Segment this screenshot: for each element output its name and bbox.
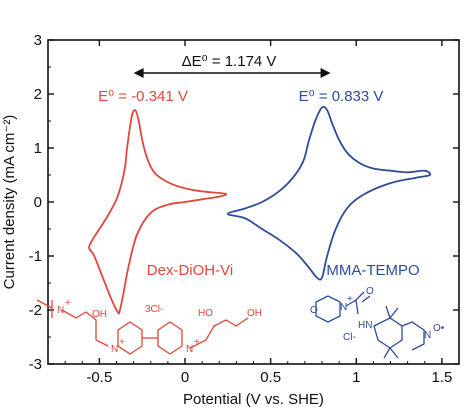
viologen-plus3: + <box>194 337 200 348</box>
x-tick-label: 0.5 <box>260 369 281 386</box>
viologen-plus1: + <box>65 298 71 309</box>
tempo-n2: N <box>424 330 431 341</box>
tempo-structure: O N + O HN Cl- N O• <box>310 286 445 359</box>
left-e0-label: E⁰ = -0.341 V <box>98 88 188 105</box>
viologen-plus2: + <box>119 337 125 348</box>
series-line-dex-dioh-vi <box>88 109 228 315</box>
viologen-n3: N <box>186 344 193 355</box>
series-line-mma-tempo <box>226 105 432 281</box>
x-tick-label: 0 <box>181 369 189 386</box>
y-tick-label: 2 <box>34 86 42 103</box>
delta-label: ΔE⁰ = 1.174 V <box>182 53 277 70</box>
x-tick-label: 1 <box>352 369 360 386</box>
y-tick-label: -1 <box>29 248 42 265</box>
tempo-o1: O <box>310 305 318 316</box>
y-tick-label: 1 <box>34 140 42 157</box>
y-tick-label: -2 <box>29 302 42 319</box>
x-tick-label: 1.5 <box>431 369 452 386</box>
right-e0-label: E⁰ = 0.833 V <box>299 88 384 105</box>
viologen-oh2: OH <box>247 308 262 319</box>
viologen-n2: N <box>111 344 118 355</box>
delta-annotation: ΔE⁰ = 1.174 V <box>133 53 331 78</box>
arrow-head-right <box>320 68 331 78</box>
tempo-oxyl: O• <box>433 323 445 334</box>
viologen-n1: N <box>57 305 64 316</box>
viologen-ho: HO <box>198 308 213 319</box>
x-tick-label: -0.5 <box>86 369 112 386</box>
left-series-name: Dex-DiOH-Vi <box>147 262 233 279</box>
tempo-plus: + <box>347 294 353 305</box>
viologen-counterion: 3Cl- <box>145 304 163 315</box>
right-series-name: MMA-TEMPO <box>326 262 419 279</box>
viologen-structure: N + OH 3Cl- HO OH N + N + <box>36 298 262 355</box>
y-axis-label: Current density (mA cm⁻²) <box>1 115 18 290</box>
series-layer <box>88 105 432 315</box>
tempo-counterion: Cl- <box>343 332 356 343</box>
arrow-head-left <box>133 68 144 78</box>
axes: -0.5 0 0.5 1 1.5 -3 -2 -1 0 1 2 3 Potential (V vs. S… <box>1 32 460 408</box>
y-tick-label: 3 <box>34 32 42 49</box>
tempo-o2: O <box>366 286 374 297</box>
y-tick-label: 0 <box>34 194 42 211</box>
x-axis-label: Potential (V vs. SHE) <box>183 391 324 408</box>
y-tick-label: -3 <box>29 356 42 373</box>
tempo-n1: N <box>340 302 347 313</box>
viologen-oh1: OH <box>92 309 107 320</box>
tempo-hn: HN <box>358 320 372 331</box>
